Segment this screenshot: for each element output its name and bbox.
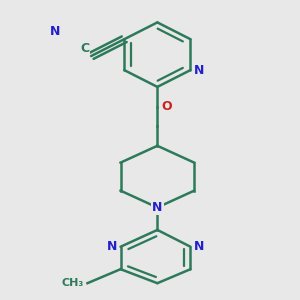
Text: N: N	[194, 240, 205, 253]
Text: CH₃: CH₃	[61, 278, 84, 288]
Text: N: N	[50, 25, 60, 38]
Text: N: N	[106, 240, 117, 253]
Text: N: N	[194, 64, 205, 76]
Text: O: O	[161, 100, 172, 113]
Text: C: C	[80, 42, 89, 55]
Text: N: N	[152, 201, 163, 214]
